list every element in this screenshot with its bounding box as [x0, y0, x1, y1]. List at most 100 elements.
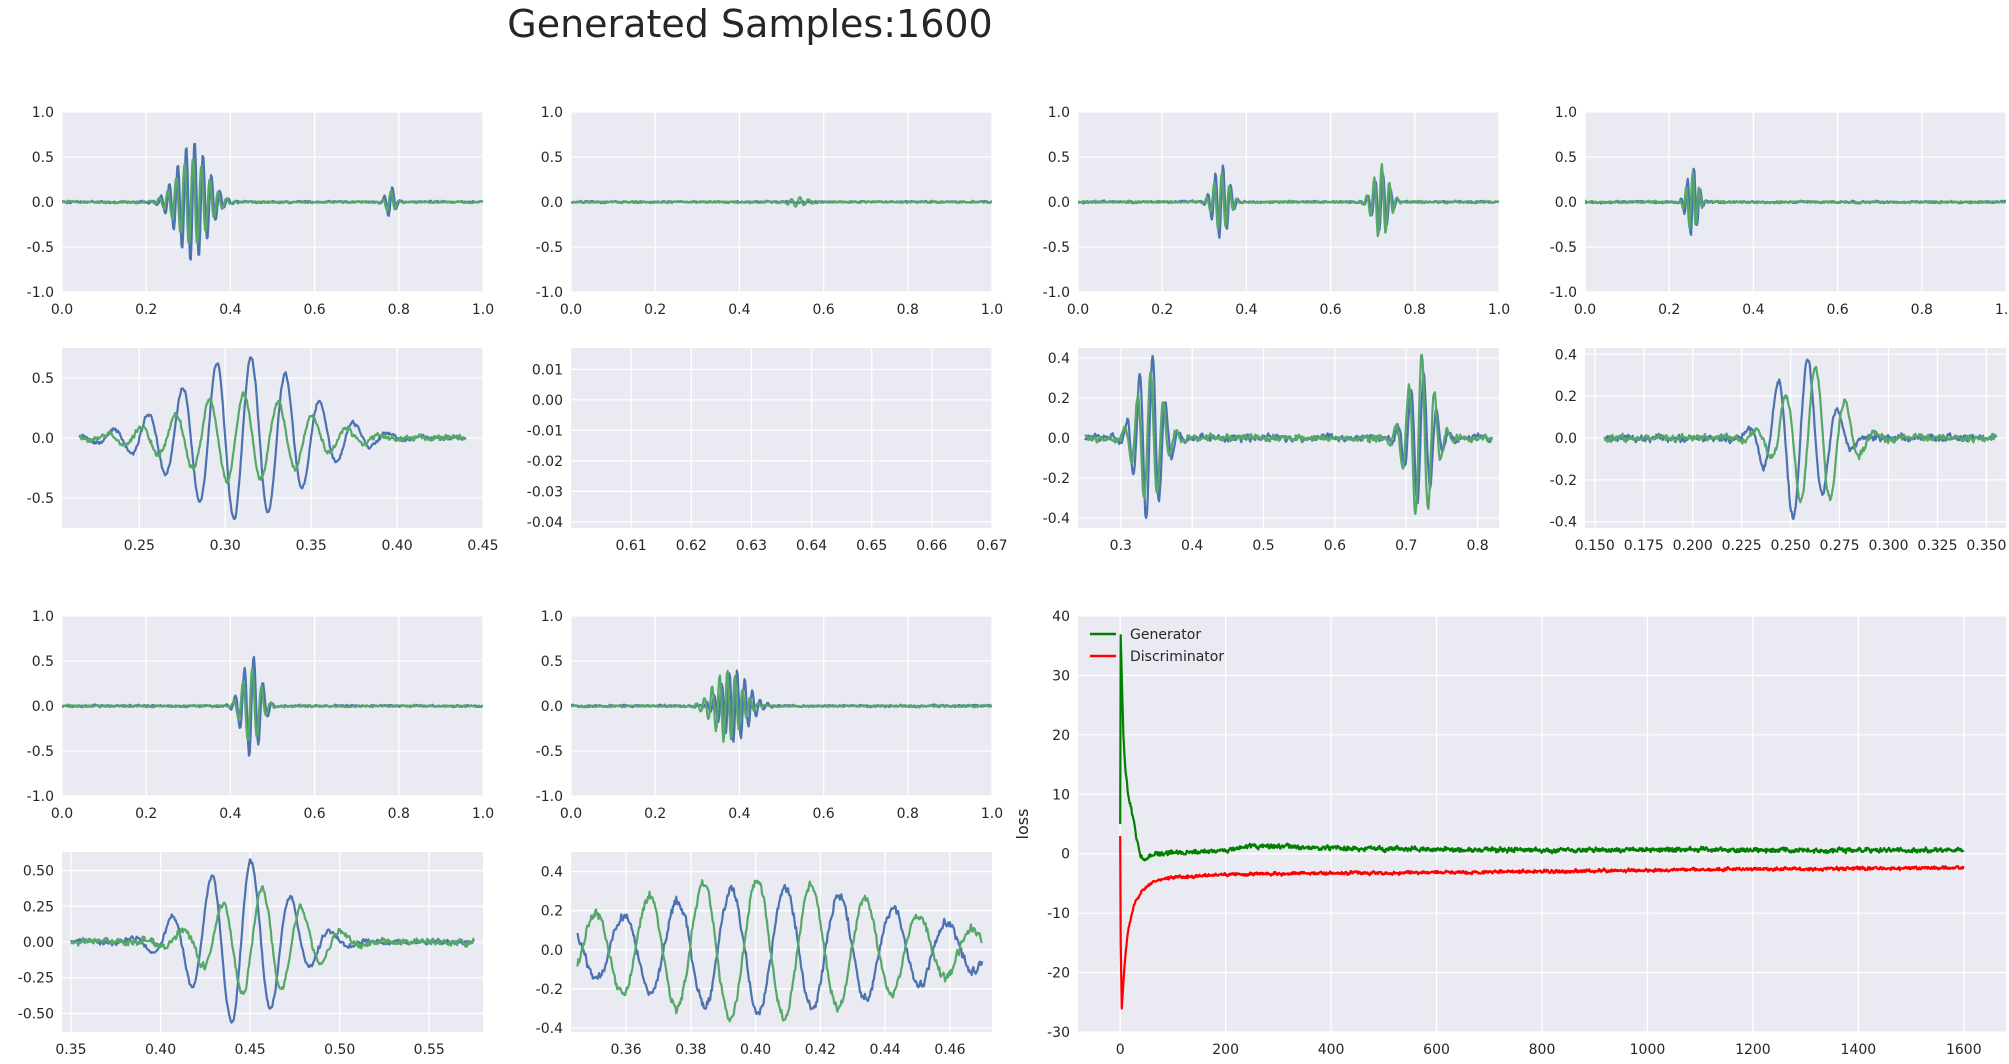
y-tick-label: -1.0 [27, 285, 54, 301]
x-tick-label: 1.0 [472, 806, 494, 822]
y-tick-label: 40 [1052, 609, 1070, 625]
x-tick-label: 0.225 [1722, 538, 1762, 554]
y-tick-label: 20 [1052, 728, 1070, 744]
x-tick-label: 0.0 [1067, 302, 1089, 318]
subplot-s3-zoom: 0.3 0.4 0.5 0.6 0.7 0.8 0.4 0.2 0.0 -0.2 -0.4 [1043, 348, 1499, 554]
y-tick-label: 1.0 [541, 105, 563, 121]
x-tick-label: 0.7 [1395, 538, 1417, 554]
y-tick-label: -1.0 [27, 789, 54, 805]
y-axis-label: loss [1013, 809, 1032, 840]
x-tick-label: 0.36 [610, 1042, 641, 1058]
x-tick-label: 0.6 [1826, 302, 1848, 318]
x-tick-label: 0.200 [1673, 538, 1713, 554]
y-tick-label: 0.0 [541, 943, 563, 959]
y-tick-label: -0.5 [27, 744, 54, 760]
y-tick-label: 0.00 [532, 393, 563, 409]
x-tick-label: 0.3 [1110, 538, 1132, 554]
x-tick-label: 0.25 [124, 538, 155, 554]
subplot-s1-full: 0.0 0.2 0.4 0.6 0.8 1.0 1.0 0.5 0.0 -0.5 -1.0 [27, 105, 494, 318]
x-tick-label: 0.0 [51, 806, 73, 822]
x-tick-label: 1200 [1735, 1042, 1771, 1058]
subplots: 0.0 0.2 0.4 0.6 0.8 1.0 1.0 0.5 0.0 -0.5 -1.0 0.25 0… [18, 105, 2009, 1058]
y-tick-label: -0.5 [1043, 240, 1070, 256]
x-tick-label: 0.4 [1742, 302, 1764, 318]
y-tick-label: 0 [1061, 847, 1070, 863]
x-tick-label: 0.62 [676, 538, 707, 554]
x-tick-label: 0.2 [1151, 302, 1173, 318]
x-tick-label: 0.8 [897, 806, 919, 822]
x-tick-label: 0.65 [856, 538, 887, 554]
x-tick-label: 0 [1116, 1042, 1125, 1058]
x-tick-label: 0.6 [303, 302, 325, 318]
x-tick-label: 0.63 [736, 538, 767, 554]
y-tick-label: -0.5 [27, 491, 54, 507]
x-tick-label: 0.40 [740, 1042, 771, 1058]
subplot-s4-full: 0.0 0.2 0.4 0.6 0.8 1.0 1.0 0.5 0.0 -0.5 -1.0 [1550, 105, 2009, 318]
y-tick-label: 0.0 [32, 699, 54, 715]
x-tick-label: 0.44 [870, 1042, 901, 1058]
series-group [62, 142, 483, 261]
x-tick-label: 1.0 [1488, 302, 1510, 318]
x-tick-label: 0.61 [616, 538, 647, 554]
x-tick-label: 0.325 [1917, 538, 1957, 554]
x-tick-label: 1400 [1841, 1042, 1877, 1058]
subplot-s6-full: 0.0 0.2 0.4 0.6 0.8 1.0 1.0 0.5 0.0 -0.5 -1.0 [536, 609, 1003, 822]
x-tick-label: 0.0 [51, 302, 73, 318]
x-tick-label: 0.45 [235, 1042, 266, 1058]
x-tick-label: 0.300 [1868, 538, 1908, 554]
series-line-generator [1119, 634, 1965, 862]
x-tick-label: 1000 [1630, 1042, 1666, 1058]
y-tick-label: 1.0 [32, 105, 54, 121]
subplot-s5-zoom: 0.35 0.40 0.45 0.50 0.55 0.50 0.25 0.00 -0.25 -0.… [18, 852, 483, 1058]
x-tick-label: 1.0 [1995, 302, 2009, 318]
x-tick-label: 0.0 [560, 806, 582, 822]
x-tick-label: 0.50 [324, 1042, 355, 1058]
series-line-blue [70, 858, 475, 1024]
x-tick-label: 0.6 [812, 806, 834, 822]
subplot-loss: 0 200 400 600 800 1000 1200 1400 1600 40 30 20 10 0 -1… [1013, 609, 2006, 1058]
y-tick-label: 0.01 [532, 362, 563, 378]
series-line-green [1078, 162, 1499, 238]
series-group [70, 858, 475, 1024]
series-group [1585, 167, 2006, 236]
y-tick-label: 0.5 [541, 150, 563, 166]
x-tick-label: 0.35 [296, 538, 327, 554]
x-tick-label: 0.55 [414, 1042, 445, 1058]
plot-background [571, 348, 992, 528]
y-tick-label: 0.0 [1048, 431, 1070, 447]
subplot-s2-zoom: 0.61 0.62 0.63 0.64 0.65 0.66 0.67 0.01 0.00 -0.0… [527, 348, 1008, 554]
y-tick-label: 0.25 [23, 899, 54, 915]
series-line-discriminator [1119, 836, 1965, 1010]
x-tick-label: 0.0 [1574, 302, 1596, 318]
legend-label: Discriminator [1130, 649, 1224, 665]
y-tick-label: 0.2 [1048, 391, 1070, 407]
x-tick-label: 0.4 [728, 302, 750, 318]
y-tick-label: 30 [1052, 668, 1070, 684]
x-tick-label: 0.40 [145, 1042, 176, 1058]
y-tick-label: 0.4 [1555, 347, 1577, 363]
series-group [78, 356, 467, 521]
y-tick-label: -1.0 [536, 285, 563, 301]
y-tick-label: -0.01 [527, 423, 563, 439]
y-tick-label: -1.0 [1550, 285, 1577, 301]
x-tick-label: 0.5 [1252, 538, 1274, 554]
y-tick-label: 0.00 [23, 935, 54, 951]
y-tick-label: 0.0 [1555, 431, 1577, 447]
x-tick-label: 0.6 [1319, 302, 1341, 318]
y-tick-label: 0.4 [1048, 351, 1070, 367]
series-group [1084, 353, 1493, 520]
x-tick-label: 0.4 [219, 302, 241, 318]
x-tick-label: 0.150 [1575, 538, 1615, 554]
x-tick-label: 0.275 [1820, 538, 1860, 554]
y-tick-label: -20 [1047, 966, 1070, 982]
x-tick-label: 0.2 [1658, 302, 1680, 318]
x-tick-label: 1.0 [981, 806, 1003, 822]
x-tick-label: 0.67 [976, 538, 1007, 554]
series-group [1078, 162, 1499, 239]
y-tick-label: 0.0 [32, 431, 54, 447]
x-tick-label: 1600 [1946, 1042, 1982, 1058]
x-tick-label: 0.350 [1966, 538, 2006, 554]
y-tick-label: -0.04 [527, 515, 563, 531]
x-tick-label: 0.46 [934, 1042, 965, 1058]
series-line-green [571, 669, 992, 743]
